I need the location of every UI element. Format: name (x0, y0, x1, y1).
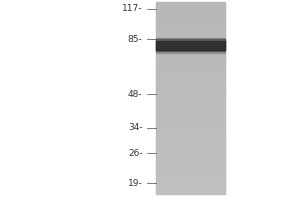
Bar (156, 41, 225, 50)
Bar (156, 191, 225, 194)
Bar (156, 83, 225, 86)
Bar (156, 86, 225, 89)
Bar (156, 54, 225, 57)
Bar (156, 2, 225, 5)
Text: 48-: 48- (128, 90, 142, 99)
Text: 26-: 26- (128, 149, 142, 158)
Bar (156, 110, 225, 113)
Bar (156, 62, 225, 65)
Bar (156, 126, 225, 129)
Bar (156, 165, 225, 168)
Bar (156, 81, 225, 84)
Bar (156, 153, 225, 156)
Bar (156, 98, 225, 101)
Bar (156, 136, 225, 139)
Bar (156, 9, 225, 12)
Bar (156, 172, 225, 175)
Bar (156, 155, 225, 158)
Bar (156, 11, 225, 14)
Bar (156, 6, 225, 9)
Bar (156, 117, 225, 120)
Bar (156, 39, 225, 51)
Bar (156, 35, 225, 38)
Bar (156, 18, 225, 21)
Bar (156, 174, 225, 177)
Text: 19-: 19- (128, 179, 142, 188)
Bar (156, 134, 225, 137)
Bar (156, 102, 225, 105)
Bar (156, 167, 225, 170)
Bar (156, 33, 225, 36)
Bar (156, 14, 225, 17)
Bar (156, 38, 225, 53)
Bar (156, 4, 225, 7)
Bar (156, 28, 225, 31)
Bar (156, 47, 225, 50)
Bar (156, 184, 225, 187)
Bar (156, 148, 225, 151)
Bar (156, 186, 225, 189)
Text: 117-: 117- (122, 4, 142, 13)
Bar (156, 16, 225, 19)
Bar (156, 105, 225, 108)
Bar (156, 100, 225, 103)
Text: 34-: 34- (128, 123, 142, 132)
Bar (156, 114, 225, 117)
Bar (156, 107, 225, 110)
Bar (156, 124, 225, 127)
Bar (156, 30, 225, 33)
Bar (156, 26, 225, 29)
Bar (156, 78, 225, 81)
Bar (156, 88, 225, 91)
Bar (156, 66, 225, 69)
Bar (156, 177, 225, 180)
Bar (156, 150, 225, 153)
Bar (156, 40, 225, 43)
Bar (156, 50, 225, 53)
Bar (156, 23, 225, 26)
Bar (156, 74, 225, 77)
Bar (156, 146, 225, 149)
Bar (156, 131, 225, 134)
Bar (156, 95, 225, 98)
Bar (156, 64, 225, 67)
Bar (156, 90, 225, 93)
Bar (156, 143, 225, 146)
Bar (156, 76, 225, 79)
Bar (156, 170, 225, 173)
Bar (156, 182, 225, 185)
Bar (156, 45, 225, 48)
Bar (156, 160, 225, 163)
Bar (156, 69, 225, 72)
Bar (156, 38, 225, 41)
Bar (156, 138, 225, 141)
Bar (156, 71, 225, 74)
Bar (156, 129, 225, 132)
Bar (156, 59, 225, 62)
Bar (156, 189, 225, 192)
Bar (156, 158, 225, 161)
Bar (156, 112, 225, 115)
Bar (156, 179, 225, 182)
Bar (156, 21, 225, 24)
Bar (156, 42, 225, 45)
Bar (156, 122, 225, 125)
Bar (156, 162, 225, 165)
Bar (156, 141, 225, 144)
Bar (156, 93, 225, 96)
Bar (156, 52, 225, 55)
Text: 85-: 85- (128, 35, 142, 44)
Bar (156, 119, 225, 122)
Bar (156, 57, 225, 60)
